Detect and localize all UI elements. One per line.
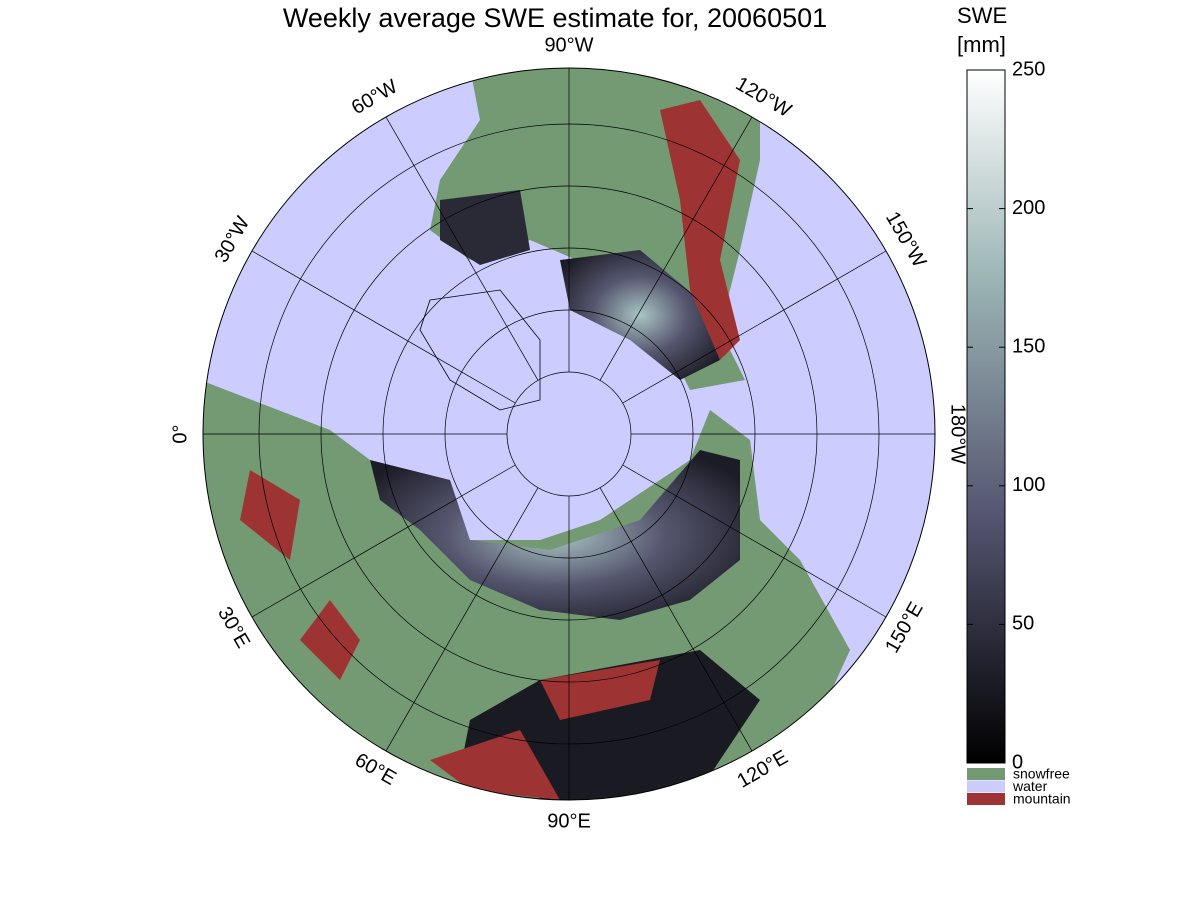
meridian — [599, 487, 753, 752]
mountain — [660, 100, 740, 360]
longitude-label: 90°E — [547, 810, 591, 832]
snow-cover — [440, 190, 530, 265]
meridian — [385, 487, 539, 752]
snow-cover — [370, 450, 740, 620]
meridian — [622, 464, 887, 618]
legend-swatch — [967, 768, 1005, 780]
longitude-label: 180°W — [947, 404, 969, 464]
colorbar-tick-label: 200 — [1012, 197, 1045, 219]
map-title: Weekly average SWE estimate for, 2006050… — [283, 3, 827, 33]
meridian — [622, 250, 887, 404]
colorbar — [966, 69, 1006, 764]
meridian — [599, 116, 753, 381]
colorbar-tick-label: 0 — [1012, 751, 1023, 773]
meridian — [385, 116, 539, 381]
mountain — [240, 470, 660, 800]
colorbar-tick-label: 250 — [1012, 58, 1045, 80]
map-area — [203, 68, 935, 800]
legend-label: water — [1012, 778, 1048, 794]
colorbar-tick-label: 150 — [1012, 335, 1045, 357]
meridian — [251, 464, 516, 618]
colorbar-tick-label: 100 — [1012, 474, 1045, 496]
colorbar-tick-label: 50 — [1012, 613, 1034, 635]
legend-swatch — [967, 780, 1005, 793]
meridian — [251, 250, 516, 404]
graticule — [203, 68, 935, 800]
greenland — [419, 289, 541, 411]
map-border — [202, 67, 936, 801]
legend-label: snowfree — [1013, 766, 1070, 782]
colorbar-label: SWE — [957, 3, 1007, 28]
snow-cover — [560, 250, 720, 380]
longitude-label: 0° — [169, 424, 191, 443]
longitude-label: 90°W — [544, 34, 593, 56]
legend-swatch — [967, 793, 1005, 805]
legend-label: mountain — [1013, 791, 1071, 807]
colorbar-label: [mm] — [957, 32, 1006, 57]
